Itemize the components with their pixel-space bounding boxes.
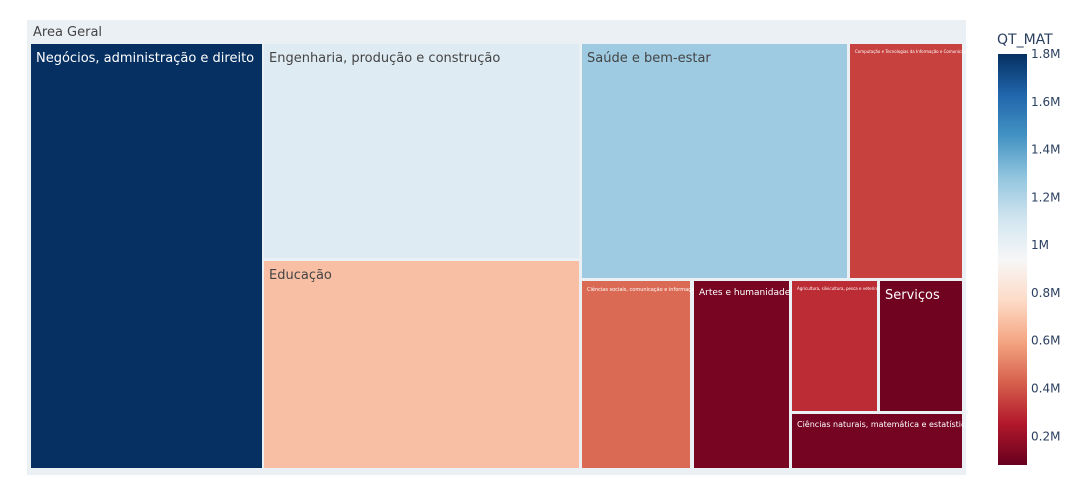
tile-ciencias-naturais-matematica-e-estatistica[interactable] — [792, 414, 962, 468]
tile-label-artes-e-humanidades: Artes e humanidades — [699, 288, 795, 298]
colorbar-tick-label: 1M — [1031, 238, 1049, 252]
tile-artes-e-humanidades[interactable] — [694, 281, 789, 468]
tile-agricultura-silvicultura-pesca-e-veterinaria[interactable] — [792, 281, 877, 411]
tile-educacao[interactable] — [264, 261, 579, 468]
tile-label-servicos: Serviços — [885, 288, 940, 303]
tile-ciencias-sociais-comunicacao-e-informacao[interactable] — [582, 281, 690, 468]
colorbar-tick-label: 0.8M — [1031, 286, 1060, 300]
tile-label-ciencias-sociais-comunicacao-e-informacao: Ciências sociais, comunicação e informaç… — [587, 286, 697, 293]
tile-label-negocios-administracao-e-direito: Negócios, administração e direito — [36, 51, 254, 66]
colorbar-tick-label: 1.8M — [1031, 47, 1060, 61]
tile-label-saude-e-bem-estar: Saúde e bem-estar — [587, 51, 711, 66]
colorbar-tick-label: 0.4M — [1031, 382, 1060, 396]
colorbar-tick-label: 1.2M — [1031, 190, 1060, 204]
tile-saude-e-bem-estar[interactable] — [582, 44, 847, 278]
colorbar-title: QT_MAT — [997, 32, 1053, 48]
tile-negocios-administracao-e-direito[interactable] — [31, 44, 262, 468]
root-label: Area Geral — [33, 25, 102, 40]
tile-servicos[interactable] — [880, 281, 962, 411]
colorbar-tick-label: 1.4M — [1031, 143, 1060, 157]
tile-engenharia-producao-e-construcao[interactable] — [264, 44, 579, 258]
colorbar-tick-label: 0.2M — [1031, 429, 1060, 443]
treemap-tiles: Negócios, administração e direito Engenha… — [31, 44, 982, 468]
colorbar — [998, 54, 1027, 465]
tile-label-educacao: Educação — [269, 268, 332, 283]
tile-computacao-e-tecnologias-da-informacao-e-comunicacao-tic[interactable] — [850, 44, 962, 278]
colorbar-ticks: 0.2M 0.4M 0.6M 0.8M 1M 1.2M 1.4M 1.6M 1.8M — [1031, 47, 1060, 443]
tile-label-agricultura-silvicultura-pesca-e-veterinaria: Agricultura, silvicultura, pesca e veter… — [797, 286, 885, 291]
colorbar-tick-label: 0.6M — [1031, 334, 1060, 348]
tile-label-engenharia-producao-e-construcao: Engenharia, produção e construção — [269, 51, 500, 66]
tile-label-ciencias-naturais-matematica-e-estatistica: Ciências naturais, matemática e estatíst… — [797, 419, 970, 429]
colorbar-tick-label: 1.6M — [1031, 95, 1060, 109]
tile-label-computacao-e-tecnologias-da-informacao-e-comunicacao-tic: Computação e Tecnologias da Informação e… — [855, 49, 982, 54]
